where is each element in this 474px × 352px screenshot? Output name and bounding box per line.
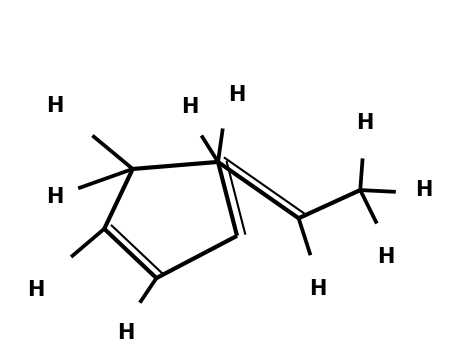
- Text: H: H: [181, 98, 198, 117]
- Text: H: H: [378, 247, 395, 267]
- Text: H: H: [46, 96, 63, 115]
- Text: H: H: [416, 180, 433, 200]
- Text: H: H: [117, 323, 134, 342]
- Text: H: H: [309, 279, 326, 298]
- Text: H: H: [228, 85, 246, 105]
- Text: H: H: [46, 187, 63, 207]
- Text: H: H: [27, 281, 44, 300]
- Text: H: H: [356, 113, 374, 133]
